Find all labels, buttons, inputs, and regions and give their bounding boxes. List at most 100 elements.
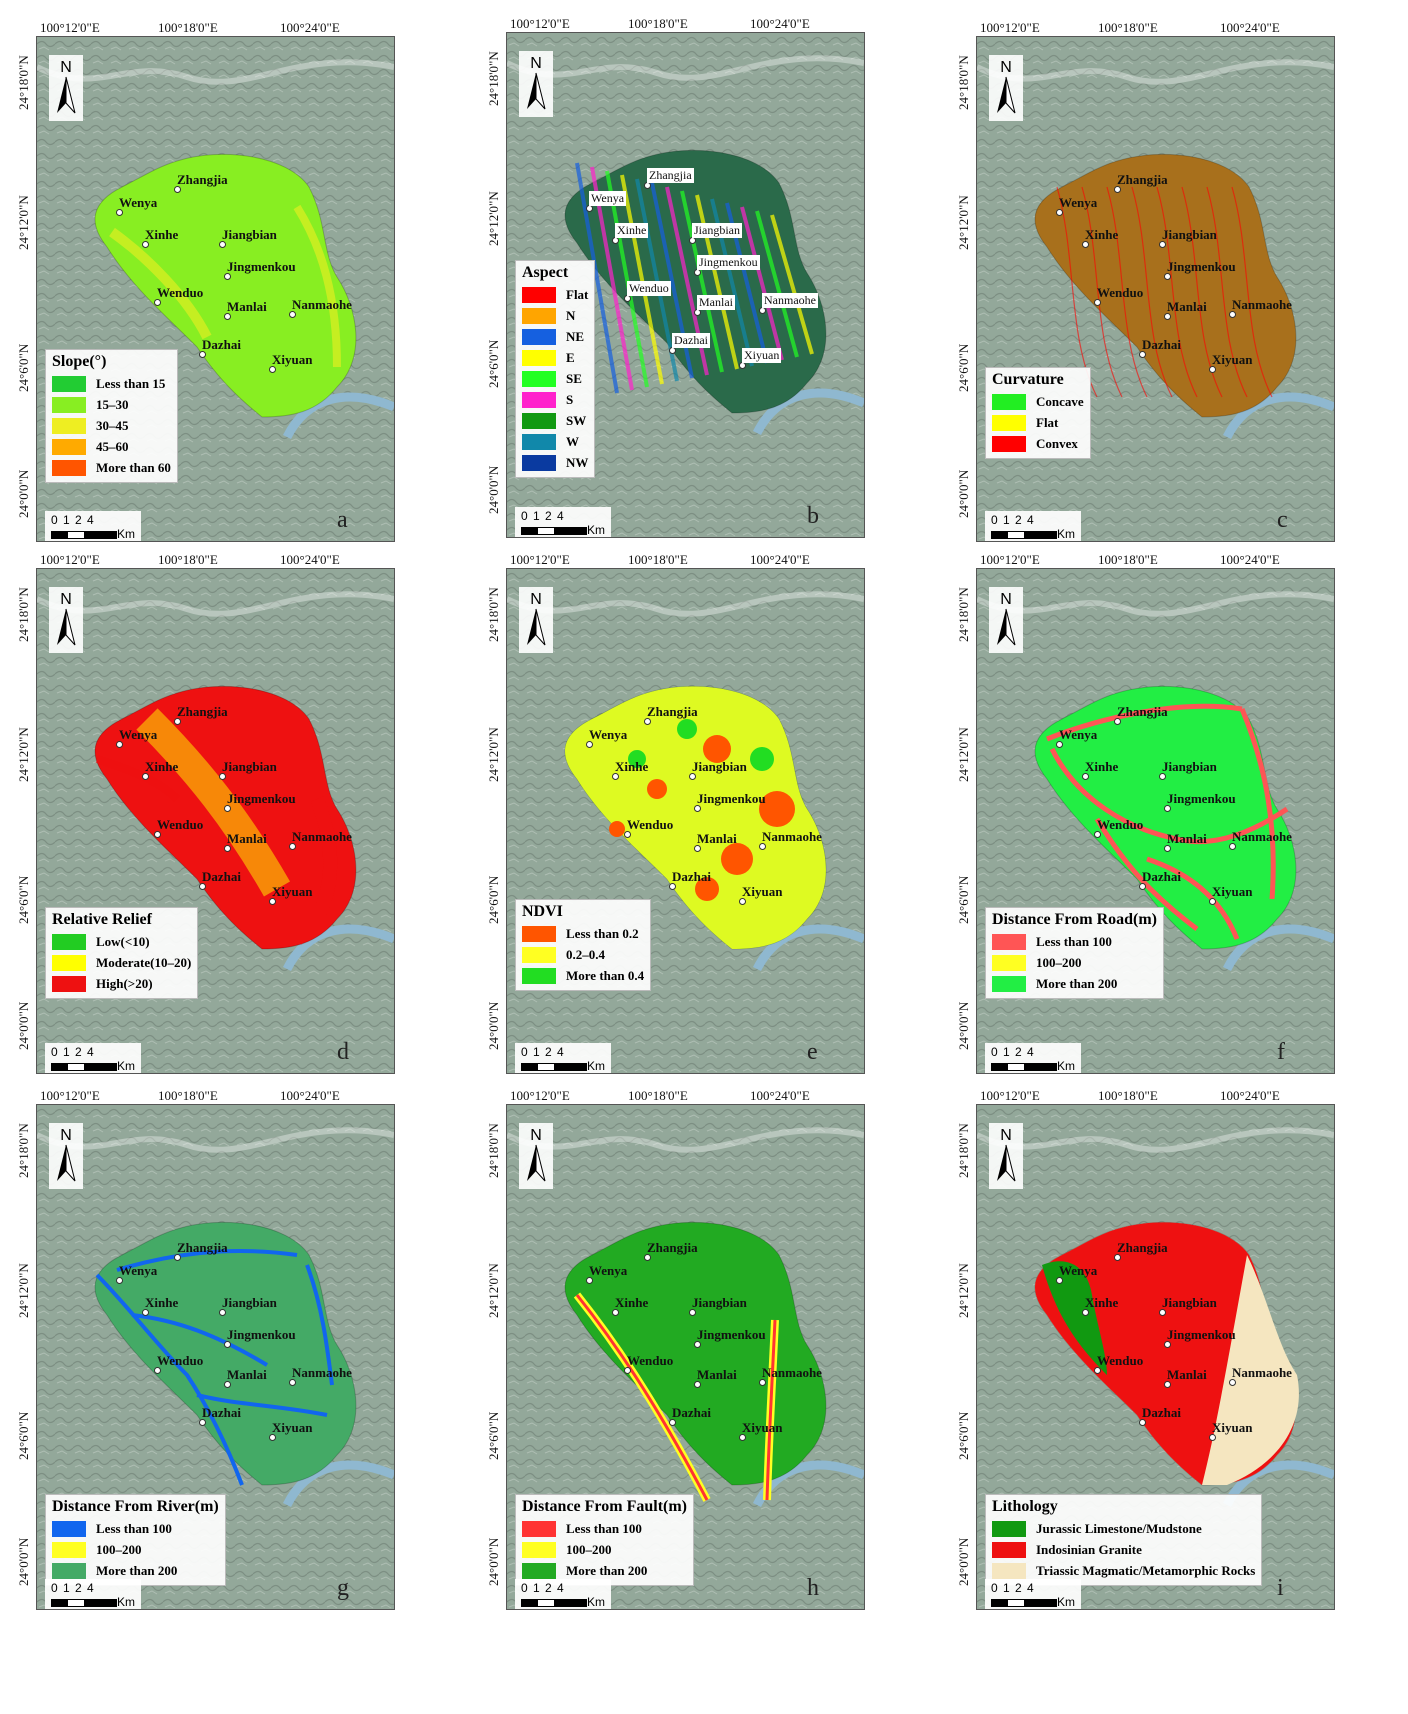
longitude-label: 100°24'0"E xyxy=(750,1088,810,1103)
latitude-label: 24°6'0"N xyxy=(486,1411,501,1460)
legend-swatch xyxy=(52,1520,86,1537)
town-marker xyxy=(694,1341,701,1348)
ndvi-low-patch xyxy=(721,843,753,875)
legend-item: NW xyxy=(522,452,588,473)
ndvi-high-patch xyxy=(628,750,646,768)
town-label-wenya: Wenya xyxy=(1059,1263,1098,1278)
town-label-nanmaohe: Nanmaohe xyxy=(762,293,818,308)
study-area xyxy=(1034,153,1297,418)
town-label-jiangbian: Jiangbian xyxy=(692,223,742,238)
town-label-wenya: Wenya xyxy=(119,1263,158,1278)
terrain-ridge xyxy=(977,591,1334,617)
town-marker xyxy=(154,299,161,306)
legend-item: 100–200 xyxy=(992,952,1157,973)
town-marker xyxy=(759,1379,766,1386)
longitude-label: 100°24'0"E xyxy=(1220,1088,1280,1103)
legend-item: Concave xyxy=(992,391,1084,412)
town-label-jingmenkou: Jingmenkou xyxy=(697,255,760,270)
town-marker xyxy=(174,186,181,193)
north-arrow-icon: N xyxy=(519,1123,553,1194)
town-label-xiyuan: Xiyuan xyxy=(1212,884,1253,899)
legend-label: Flat xyxy=(566,286,589,302)
town-marker xyxy=(1164,1341,1171,1348)
longitude-label: 100°24'0"E xyxy=(280,1088,340,1103)
latitude-label: 24°0'0"N xyxy=(16,469,31,518)
town-label-jingmenkou: Jingmenkou xyxy=(1167,1327,1236,1342)
latitude-label: 24°12'0"N xyxy=(956,195,971,250)
lake-water xyxy=(752,924,864,972)
town-marker xyxy=(612,237,619,244)
legend-label: Triassic Magmatic/Metamorphic Rocks xyxy=(1036,1562,1256,1578)
latitude-label: 24°18'0"N xyxy=(956,55,971,110)
town-marker xyxy=(199,883,206,890)
lithology-jurassic xyxy=(1042,1261,1107,1375)
legend-item: 100–200 xyxy=(522,1539,687,1560)
town-marker xyxy=(1082,241,1089,248)
town-label-jingmenkou: Jingmenkou xyxy=(697,1327,766,1342)
town-marker xyxy=(669,883,676,890)
north-arrow-icon: N xyxy=(519,587,553,658)
legend-label: Flat xyxy=(1036,414,1059,430)
town-label-xiyuan: Xiyuan xyxy=(272,1420,313,1435)
town-marker xyxy=(219,241,226,248)
legend-swatch xyxy=(992,954,1026,971)
basemap-svg xyxy=(507,569,864,1073)
town-marker xyxy=(1164,805,1171,812)
town-marker xyxy=(224,273,231,280)
latitude-label: 24°0'0"N xyxy=(16,1001,31,1050)
town-marker xyxy=(624,1367,631,1374)
town-label-manlai: Manlai xyxy=(697,1367,737,1382)
river-buffer xyxy=(196,1393,328,1417)
town-marker xyxy=(1139,1419,1146,1426)
legend-item: More than 0.4 xyxy=(522,965,644,986)
town-marker xyxy=(694,269,701,276)
legend-swatch xyxy=(522,946,556,963)
town-marker xyxy=(174,1254,181,1261)
town-label-xinhe: Xinhe xyxy=(1085,759,1119,774)
latitude-label: 24°18'0"N xyxy=(486,1123,501,1178)
scale-bar: 0 1 2 4 Km xyxy=(985,1043,1081,1073)
legend-item: SE xyxy=(522,368,588,389)
town-marker xyxy=(224,845,231,852)
town-marker xyxy=(1139,883,1146,890)
legend-item: Less than 15 xyxy=(52,373,171,394)
legend-swatch xyxy=(992,1520,1026,1537)
legend-item: S xyxy=(522,389,588,410)
study-area xyxy=(94,153,357,418)
town-marker xyxy=(289,1379,296,1386)
scale-bar-graphic xyxy=(991,1598,1057,1607)
town-label-xinhe: Xinhe xyxy=(145,1295,179,1310)
longitude-label: 100°18'0"E xyxy=(158,1088,218,1103)
aspect-class-patch xyxy=(755,210,799,358)
legend-label: High(>20) xyxy=(96,975,153,991)
legend-label: 100–200 xyxy=(1036,954,1082,970)
terrain-ridge xyxy=(507,591,864,617)
legend-swatch xyxy=(52,459,86,476)
town-label-zhangjia: Zhangjia xyxy=(1117,172,1168,187)
legend-swatch xyxy=(992,975,1026,992)
legend-item: 15–30 xyxy=(52,394,171,415)
legend-swatch xyxy=(52,375,86,392)
longitude-label: 100°18'0"E xyxy=(158,552,218,567)
town-label-wenya: Wenya xyxy=(589,1263,628,1278)
town-label-jingmenkou: Jingmenkou xyxy=(697,791,766,806)
town-marker xyxy=(1082,773,1089,780)
town-label-zhangjia: Zhangjia xyxy=(647,168,694,183)
svg-text:N: N xyxy=(1000,59,1012,76)
aspect-class-patch xyxy=(770,214,814,355)
town-label-xiyuan: Xiyuan xyxy=(1212,1420,1253,1435)
legend-label: Less than 100 xyxy=(1036,933,1112,949)
town-marker xyxy=(269,898,276,905)
town-marker xyxy=(1164,845,1171,852)
legend-swatch xyxy=(522,967,556,984)
town-label-wenduo: Wenduo xyxy=(1097,1353,1144,1368)
scale-numbers: 0 1 2 4 xyxy=(51,1581,95,1595)
scale-unit: Km xyxy=(117,1595,135,1609)
longitude-label: 100°24'0"E xyxy=(280,20,340,35)
longitude-label: 100°18'0"E xyxy=(1098,1088,1158,1103)
north-arrow-icon: N xyxy=(989,55,1023,126)
town-marker xyxy=(289,311,296,318)
town-marker xyxy=(669,1419,676,1426)
town-label-zhangjia: Zhangjia xyxy=(647,1240,698,1255)
legend-item: More than 60 xyxy=(52,457,171,478)
